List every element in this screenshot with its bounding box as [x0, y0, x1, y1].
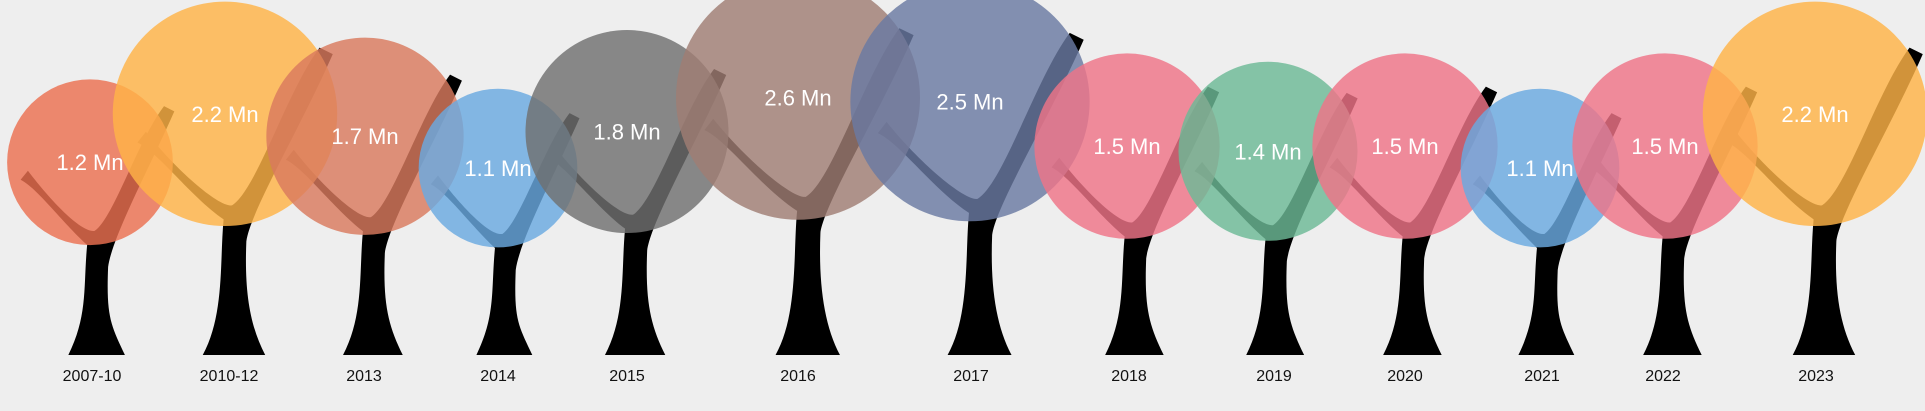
year-label: 2019 — [1256, 368, 1292, 385]
year-label: 2014 — [480, 368, 516, 385]
value-label: 1.4 Mn — [1234, 139, 1301, 164]
year-label: 2023 — [1798, 368, 1834, 385]
year-label: 2021 — [1524, 368, 1560, 385]
year-label: 2016 — [780, 368, 816, 385]
year-label: 2022 — [1645, 368, 1681, 385]
value-labels-layer: 1.2 Mn 2.2 Mn 1.7 Mn 1.1 Mn 1.8 Mn 2.6 Mn 2.5 … — [56, 86, 1848, 181]
value-label: 1.5 Mn — [1371, 134, 1438, 159]
value-bubble — [1178, 61, 1358, 241]
value-label: 1.5 Mn — [1631, 134, 1698, 159]
value-label: 1.8 Mn — [593, 120, 660, 145]
year-label: 2013 — [346, 368, 382, 385]
value-bubble — [1034, 53, 1220, 239]
value-bubble — [676, 0, 920, 220]
value-label: 2.5 Mn — [936, 90, 1003, 115]
value-label: 1.1 Mn — [464, 156, 531, 181]
year-label: 2020 — [1387, 368, 1423, 385]
value-label: 1.2 Mn — [56, 150, 123, 175]
value-bubble — [1312, 53, 1498, 239]
year-label: 2010-12 — [200, 368, 259, 385]
value-label: 1.7 Mn — [331, 124, 398, 149]
value-label: 2.2 Mn — [191, 102, 258, 127]
crowns-layer — [7, 0, 1925, 248]
year-label: 2007-10 — [63, 368, 122, 385]
year-label: 2017 — [953, 368, 989, 385]
value-label: 1.1 Mn — [1506, 156, 1573, 181]
value-label: 2.2 Mn — [1781, 102, 1848, 127]
value-bubble — [266, 37, 464, 235]
year-labels-layer: 2007-10 2010-12 2013 2014 2015 2016 2017 2018 20… — [63, 368, 1834, 385]
value-bubble — [1702, 1, 1925, 227]
year-label: 2015 — [609, 368, 645, 385]
value-label: 2.6 Mn — [764, 86, 831, 111]
value-label: 1.5 Mn — [1093, 134, 1160, 159]
year-label: 2018 — [1111, 368, 1147, 385]
value-bubble — [850, 0, 1090, 222]
